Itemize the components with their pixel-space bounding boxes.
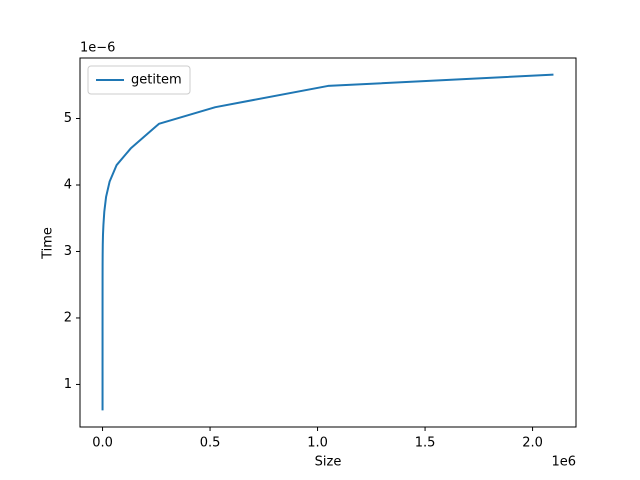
x-axis-label: Size [315, 455, 342, 470]
y-tick-label: 2 [64, 310, 72, 325]
x-tick-label: 0.0 [92, 436, 113, 451]
line [101, 73, 554, 411]
y-tick-label: 5 [64, 111, 72, 126]
legend-box [87, 65, 191, 95]
y-axis-label: Time [41, 227, 56, 260]
y-tick-label: 4 [64, 177, 72, 192]
x-offset-label: 1e6 [551, 455, 576, 470]
x-tick-label: 0.5 [200, 436, 221, 451]
x-tick-label: 1.5 [415, 436, 436, 451]
x-tick-label: 1.0 [307, 436, 328, 451]
y-tick-label: 3 [64, 244, 72, 259]
y-offset-label: 1e−6 [80, 41, 115, 56]
legend-label: getitem [131, 73, 182, 88]
axes-frame [79, 57, 577, 428]
x-tick-label: 2.0 [522, 436, 543, 451]
y-tick-label: 1 [64, 377, 72, 392]
